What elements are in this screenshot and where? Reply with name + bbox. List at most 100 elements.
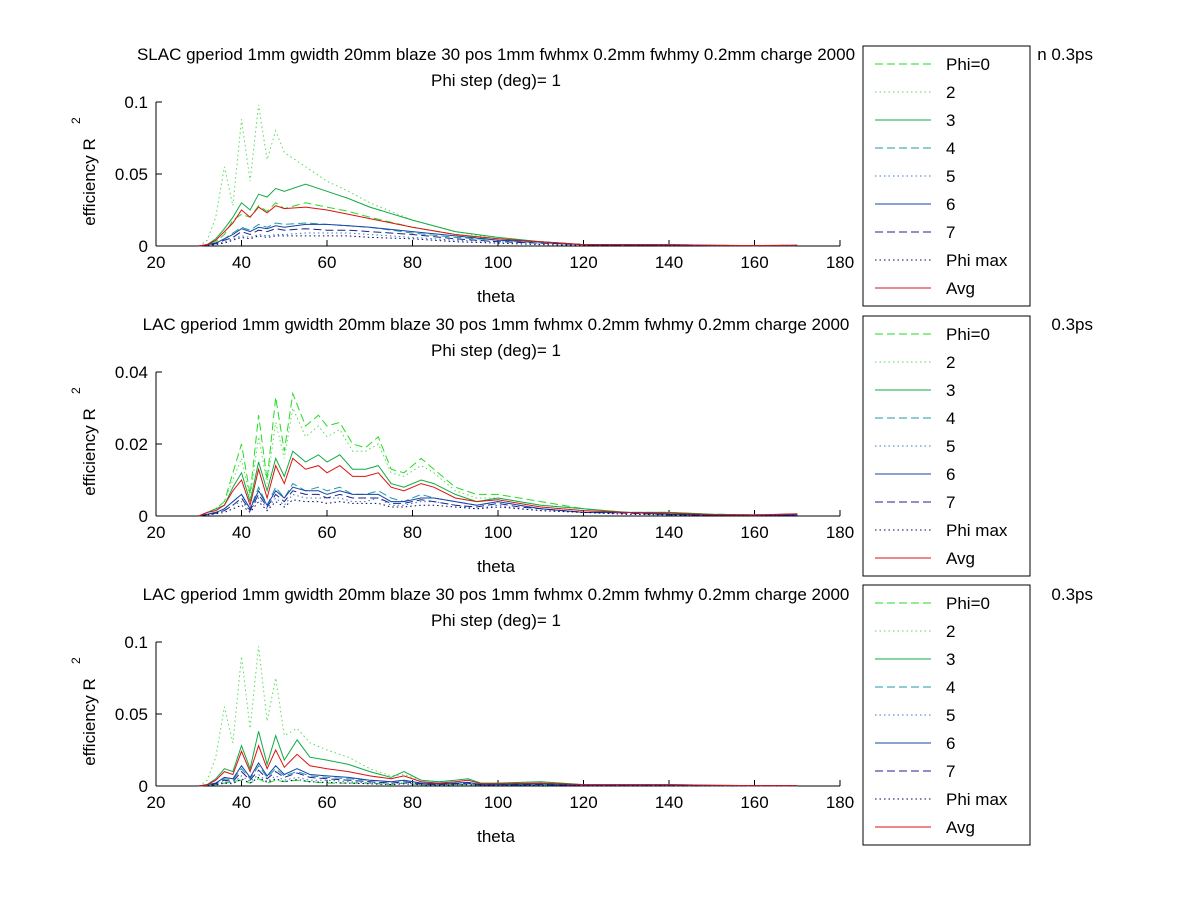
chart-title: SLAC gperiod 1mm gwidth 20mm blaze 30 po… <box>137 45 855 64</box>
legend-label: 6 <box>946 734 955 753</box>
y-tick-label: 0 <box>139 507 148 526</box>
legend-label: 5 <box>946 706 955 725</box>
series-line-avg <box>198 744 798 787</box>
chart-title: LAC gperiod 1mm gwidth 20mm blaze 30 pos… <box>143 315 850 334</box>
legend-label: Phi=0 <box>946 55 990 74</box>
x-tick-label: 120 <box>569 253 597 272</box>
x-tick-label: 100 <box>484 253 512 272</box>
x-tick-label: 60 <box>318 523 337 542</box>
series-line-3 <box>198 450 798 517</box>
legend-label: Phi=0 <box>946 594 990 613</box>
legend-label: 5 <box>946 167 955 186</box>
series-line-3 <box>198 183 798 247</box>
x-tick-label: 100 <box>484 793 512 812</box>
x-tick-label: 160 <box>740 523 768 542</box>
x-tick-label: 160 <box>740 253 768 272</box>
x-axis-label: theta <box>477 287 515 306</box>
x-tick-label: 20 <box>147 523 166 542</box>
legend-label: Avg <box>946 549 975 568</box>
x-axis-label: theta <box>477 827 515 846</box>
series-line-2 <box>198 646 798 787</box>
x-tick-label: 80 <box>403 253 422 272</box>
legend-label: 7 <box>946 762 955 781</box>
chart-title: LAC gperiod 1mm gwidth 20mm blaze 30 pos… <box>143 585 850 604</box>
legend-label: 2 <box>946 83 955 102</box>
x-tick-label: 20 <box>147 253 166 272</box>
x-tick-label: 80 <box>403 793 422 812</box>
chart-subtitle: Phi step (deg)= 1 <box>431 71 561 90</box>
y-tick-label: 0 <box>139 777 148 796</box>
chart-subtitle: Phi step (deg)= 1 <box>431 611 561 630</box>
y-tick-label: 0.02 <box>115 435 148 454</box>
y-axis-label: efficiency R <box>80 678 99 766</box>
subplot-2: LAC gperiod 1mm gwidth 20mm blaze 30 pos… <box>69 315 1093 577</box>
series-line-3 <box>198 731 798 787</box>
x-tick-label: 60 <box>318 793 337 812</box>
x-tick-label: 40 <box>232 793 251 812</box>
y-tick-label: 0.1 <box>124 93 148 112</box>
x-tick-label: 140 <box>655 253 683 272</box>
legend-label: Phi max <box>946 790 1008 809</box>
series-line-7 <box>198 228 798 247</box>
legend-label: 6 <box>946 195 955 214</box>
legend-label: Phi=0 <box>946 325 990 344</box>
x-tick-label: 60 <box>318 253 337 272</box>
legend-box <box>862 315 1031 577</box>
x-axis-label: theta <box>477 557 515 576</box>
chart-title-tail: n 0.3ps <box>1037 45 1093 64</box>
x-tick-label: 180 <box>826 253 854 272</box>
subplot-3: LAC gperiod 1mm gwidth 20mm blaze 30 pos… <box>69 584 1093 846</box>
x-tick-label: 120 <box>569 793 597 812</box>
legend-label: 2 <box>946 353 955 372</box>
legend-label: 3 <box>946 111 955 130</box>
legend-label: Phi max <box>946 521 1008 540</box>
legend-box <box>862 584 1031 846</box>
x-tick-label: 20 <box>147 793 166 812</box>
legend: Phi=0 2 3 4 5 6 7 Phi max Avg <box>862 315 1031 577</box>
series-line-avg <box>198 457 798 517</box>
y-tick-label: 0.05 <box>115 165 148 184</box>
y-axis-label-superscript: 2 <box>69 657 83 664</box>
x-tick-label: 120 <box>569 523 597 542</box>
x-tick-label: 40 <box>232 523 251 542</box>
legend: Phi=0 2 3 4 5 6 7 Phi max Avg <box>862 584 1031 846</box>
y-axis-label-superscript: 2 <box>69 117 83 124</box>
y-axis-label: efficiency R <box>80 138 99 226</box>
series-line-2 <box>198 104 798 247</box>
series-line-phi-max <box>198 776 798 787</box>
y-tick-label: 0.04 <box>115 363 148 382</box>
x-tick-label: 140 <box>655 793 683 812</box>
x-tick-label: 180 <box>826 523 854 542</box>
x-tick-label: 100 <box>484 523 512 542</box>
legend-label: 7 <box>946 223 955 242</box>
x-tick-label: 80 <box>403 523 422 542</box>
x-tick-label: 40 <box>232 253 251 272</box>
legend-label: 6 <box>946 465 955 484</box>
series-line-5 <box>198 232 798 247</box>
legend-label: 4 <box>946 678 955 697</box>
chart-title-tail: 0.3ps <box>1051 585 1093 604</box>
series-line-4 <box>198 764 798 787</box>
y-tick-label: 0.05 <box>115 705 148 724</box>
legend-label: 3 <box>946 381 955 400</box>
chart-title-tail: 0.3ps <box>1051 315 1093 334</box>
legend-label: Avg <box>946 279 975 298</box>
series-line-phi-max <box>198 499 798 517</box>
y-tick-label: 0.1 <box>124 633 148 652</box>
legend-label: 3 <box>946 650 955 669</box>
chart-subtitle: Phi step (deg)= 1 <box>431 341 561 360</box>
legend-label: Avg <box>946 818 975 837</box>
legend-box <box>862 45 1031 307</box>
series-line-avg <box>198 205 798 247</box>
series-line-phi-0 <box>198 391 798 517</box>
x-tick-label: 160 <box>740 793 768 812</box>
y-axis-label-superscript: 2 <box>69 387 83 394</box>
legend: Phi=0 2 3 4 5 6 7 Phi max Avg <box>862 45 1031 307</box>
legend-label: 7 <box>946 493 955 512</box>
legend-label: 4 <box>946 409 955 428</box>
x-tick-label: 180 <box>826 793 854 812</box>
legend-label: 4 <box>946 139 955 158</box>
legend-label: 2 <box>946 622 955 641</box>
series-line-5 <box>198 773 798 787</box>
